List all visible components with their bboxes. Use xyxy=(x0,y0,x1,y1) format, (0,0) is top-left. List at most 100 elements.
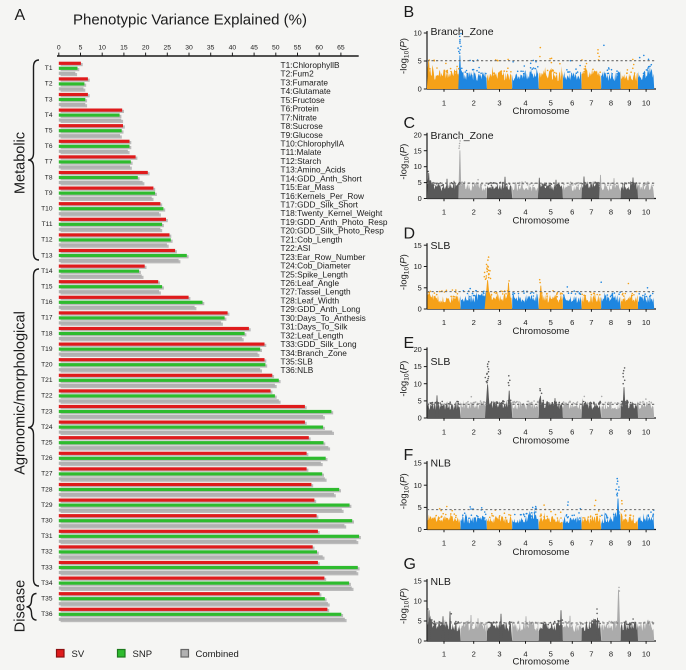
svg-text:7: 7 xyxy=(589,427,593,436)
svg-text:T32:Leaf_Length: T32:Leaf_Length xyxy=(281,330,344,340)
svg-text:4: 4 xyxy=(523,207,527,216)
svg-text:45: 45 xyxy=(250,45,258,52)
svg-text:15: 15 xyxy=(414,459,422,468)
svg-text:Metabolic: Metabolic xyxy=(13,132,29,194)
svg-text:T3: T3 xyxy=(45,96,53,103)
svg-text:10: 10 xyxy=(642,539,650,548)
svg-text:D: D xyxy=(404,226,416,243)
svg-text:2: 2 xyxy=(472,427,476,436)
svg-text:0: 0 xyxy=(57,45,61,52)
svg-text:T23:Ear_Row_Number: T23:Ear_Row_Number xyxy=(281,252,366,262)
svg-text:T35:SLB: T35:SLB xyxy=(281,357,314,367)
svg-text:0: 0 xyxy=(418,525,422,534)
svg-text:0: 0 xyxy=(418,194,422,203)
svg-text:9: 9 xyxy=(627,318,631,327)
svg-text:10: 10 xyxy=(642,98,650,107)
svg-text:T33:GDD_Silk_Long: T33:GDD_Silk_Long xyxy=(281,339,357,349)
svg-text:Agronomic/morphological: Agronomic/morphological xyxy=(13,311,29,475)
svg-text:1: 1 xyxy=(442,98,446,107)
svg-text:20: 20 xyxy=(414,345,422,354)
svg-text:6: 6 xyxy=(570,539,574,548)
svg-text:Branch_Zone: Branch_Zone xyxy=(431,130,494,142)
svg-text:T6:Protein: T6:Protein xyxy=(281,104,320,114)
svg-text:Disease: Disease xyxy=(13,580,29,632)
svg-text:T9: T9 xyxy=(45,190,53,197)
svg-text:T1:ChlorophyllB: T1:ChlorophyllB xyxy=(281,60,340,70)
svg-text:3: 3 xyxy=(497,427,501,436)
svg-text:10: 10 xyxy=(98,45,106,52)
svg-text:T22: T22 xyxy=(41,393,53,400)
svg-text:T35: T35 xyxy=(41,596,53,603)
svg-text:20: 20 xyxy=(414,130,422,139)
svg-text:T18: T18 xyxy=(41,330,53,337)
svg-text:5: 5 xyxy=(418,178,422,187)
svg-text:T22:ASI: T22:ASI xyxy=(281,243,311,253)
svg-text:50: 50 xyxy=(272,45,280,52)
svg-text:T36: T36 xyxy=(41,611,53,618)
svg-text:T25:Spike_Length: T25:Spike_Length xyxy=(281,269,349,279)
svg-text:0: 0 xyxy=(418,414,422,423)
svg-text:G: G xyxy=(404,556,416,573)
svg-text:T14:GDD_Anth_Short: T14:GDD_Anth_Short xyxy=(281,173,363,183)
svg-text:5: 5 xyxy=(549,98,553,107)
svg-text:5: 5 xyxy=(418,57,422,66)
svg-text:T18:Twenty_Kernel_Weight: T18:Twenty_Kernel_Weight xyxy=(281,208,383,218)
svg-text:T5:Fructose: T5:Fructose xyxy=(281,95,326,105)
svg-text:T21: T21 xyxy=(41,377,53,384)
svg-text:15: 15 xyxy=(414,241,422,250)
svg-text:10: 10 xyxy=(414,162,422,171)
svg-text:Combined: Combined xyxy=(196,649,239,660)
svg-text:T28:Leaf_Width: T28:Leaf_Width xyxy=(281,295,340,305)
svg-text:8: 8 xyxy=(609,207,613,216)
svg-text:T17:GDD_Silk_Short: T17:GDD_Silk_Short xyxy=(281,200,359,210)
svg-text:T27: T27 xyxy=(41,471,53,478)
svg-text:7: 7 xyxy=(589,207,593,216)
svg-text:2: 2 xyxy=(472,98,476,107)
svg-text:T30:Days_To_Anthesis: T30:Days_To_Anthesis xyxy=(281,313,366,323)
svg-text:5: 5 xyxy=(549,539,553,548)
svg-text:T32: T32 xyxy=(41,549,53,556)
svg-text:T28: T28 xyxy=(41,486,53,493)
svg-text:5: 5 xyxy=(549,207,553,216)
svg-text:T8: T8 xyxy=(45,174,53,181)
svg-text:T16: T16 xyxy=(41,299,53,306)
svg-text:SLB: SLB xyxy=(431,356,451,368)
svg-text:SLB: SLB xyxy=(431,240,451,252)
svg-text:2: 2 xyxy=(472,650,476,659)
svg-text:8: 8 xyxy=(609,539,613,548)
svg-text:3: 3 xyxy=(497,98,501,107)
svg-text:Chromosome: Chromosome xyxy=(512,435,569,446)
svg-text:T3:Fumarate: T3:Fumarate xyxy=(281,77,329,87)
svg-text:40: 40 xyxy=(229,45,237,52)
svg-text:-log10(P): -log10(P) xyxy=(399,144,411,180)
svg-text:T30: T30 xyxy=(41,518,53,525)
svg-text:5: 5 xyxy=(418,617,422,626)
svg-text:-log10(P): -log10(P) xyxy=(399,361,411,397)
svg-text:9: 9 xyxy=(627,207,631,216)
svg-text:T29: T29 xyxy=(41,502,53,509)
svg-text:2: 2 xyxy=(472,539,476,548)
svg-text:8: 8 xyxy=(609,98,613,107)
svg-text:8: 8 xyxy=(609,650,613,659)
svg-text:T31: T31 xyxy=(41,533,53,540)
svg-text:30: 30 xyxy=(185,45,193,52)
svg-text:T26: T26 xyxy=(41,455,53,462)
svg-text:9: 9 xyxy=(627,98,631,107)
svg-text:T13: T13 xyxy=(41,252,53,259)
svg-text:T4: T4 xyxy=(45,112,53,119)
svg-text:15: 15 xyxy=(120,45,128,52)
svg-text:5: 5 xyxy=(549,318,553,327)
svg-text:T6: T6 xyxy=(45,143,53,150)
svg-text:65: 65 xyxy=(337,45,345,52)
svg-text:T14: T14 xyxy=(41,268,53,275)
svg-text:T10: T10 xyxy=(41,206,53,213)
svg-text:T31:Days_To_Silk: T31:Days_To_Silk xyxy=(281,322,349,332)
svg-text:T23: T23 xyxy=(41,408,53,415)
svg-text:4: 4 xyxy=(523,650,527,659)
svg-text:9: 9 xyxy=(627,539,631,548)
svg-text:T11: T11 xyxy=(42,221,53,228)
svg-text:T34: T34 xyxy=(41,580,53,587)
svg-text:T2:Fum2: T2:Fum2 xyxy=(281,69,315,79)
svg-text:4: 4 xyxy=(523,427,527,436)
svg-text:T16:Kernels_Per_Row: T16:Kernels_Per_Row xyxy=(281,191,365,201)
